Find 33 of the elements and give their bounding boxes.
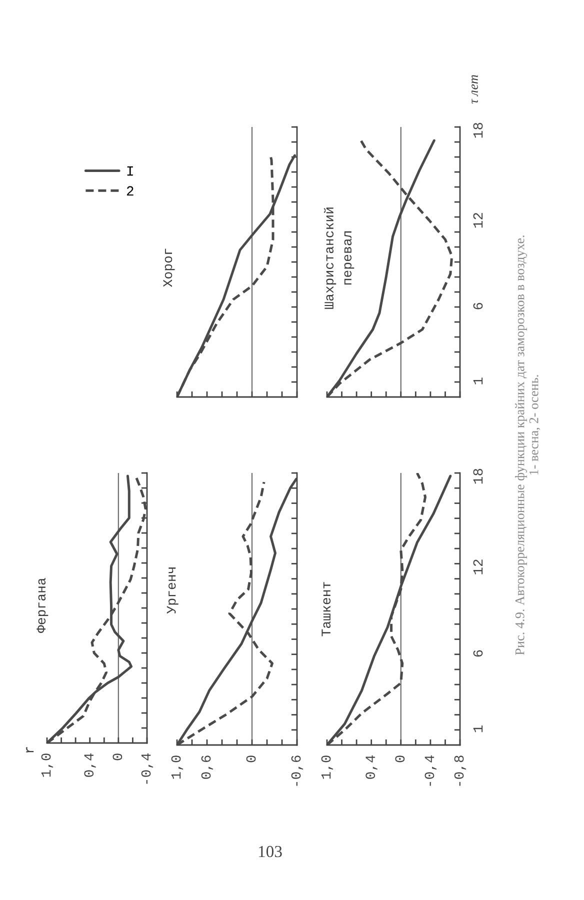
x-tick-label: 0 (395, 756, 405, 762)
x-tick-label: -0,4 (424, 755, 436, 786)
legend-label: 2 (126, 186, 134, 196)
y-tick-label: 1 (473, 378, 483, 384)
x-tick-label: 0,4 (366, 755, 378, 779)
y-tick-label: 6 (473, 302, 483, 310)
y-tick-label: 6 (473, 650, 483, 657)
x-tick-label: 1,0 (41, 754, 54, 777)
text: Ташкент (322, 582, 331, 636)
x-tick-label: 1,0 (321, 756, 334, 779)
y-tick-label: 12 (473, 212, 483, 228)
y-tick-label: 1 (473, 726, 483, 732)
text: Ургенч (166, 568, 178, 614)
x-tick-label: -0,4 (141, 753, 154, 784)
text: 103 (258, 846, 282, 858)
x-tick-label: 0 (112, 754, 122, 760)
x-tick-label: 0,6 (201, 756, 214, 779)
y-tick-label: 12 (473, 560, 483, 574)
y-tick-label: 18 (473, 122, 483, 138)
y-axis-title: τ лет (472, 75, 478, 104)
text: 1- весна, 2- осень. (529, 375, 540, 475)
text: Фергана (36, 578, 48, 633)
x-tick-label: 1,0 (171, 756, 184, 779)
x-tick-label: -0,8 (454, 756, 466, 786)
legend-label: I (127, 166, 133, 176)
y-tick-label: 18 (473, 468, 483, 484)
text: r (26, 747, 34, 753)
text: Хорог (163, 248, 175, 287)
text: Рис. 4.9. Автокорреляционные функции крайних дат заморозков в воздухе. (515, 236, 527, 655)
x-tick-label: 0 (246, 756, 256, 762)
x-tick-label: 0,4 (84, 753, 96, 777)
text: Шахристанский перевал (324, 208, 354, 309)
x-tick-label: -0,6 (291, 756, 304, 786)
